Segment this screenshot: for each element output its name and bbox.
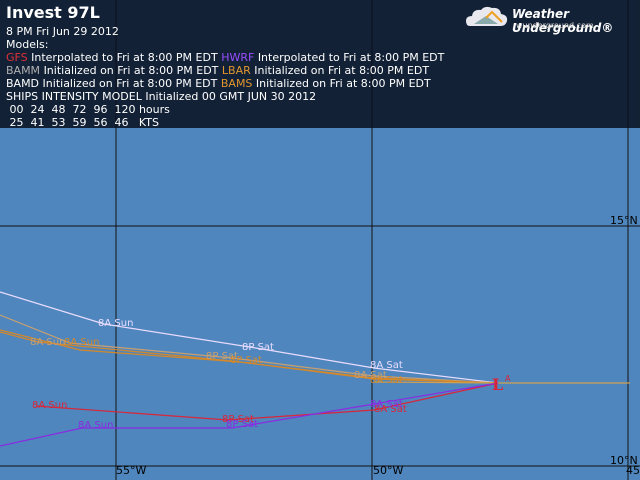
model-row-gfs-hwrf: GFS Interpolated to Fri at 8:00 PM EDT H… [6, 51, 444, 64]
model-lbar-desc: Initialized on Fri at 8:00 PM EDT [254, 64, 430, 77]
model-hwrf-desc: Interpolated to Fri at 8:00 PM EDT [257, 51, 445, 64]
hwrf-label-1: 8A Sun [78, 420, 113, 431]
logo-text: Weather Underground® [512, 7, 614, 35]
cliper-label-1: 8A Sun [98, 318, 133, 329]
model-row-bamm-lbar: BAMM Initialized on Fri at 8:00 PM EDT L… [6, 64, 429, 77]
lbar-label-1: 8A Sun [64, 337, 99, 348]
model-bamm: BAMM [6, 64, 41, 77]
model-gfs: GFS [6, 51, 28, 64]
model-bamm-desc: Initialized on Fri at 8:00 PM EDT [43, 64, 219, 77]
track-bamm [0, 314, 499, 384]
lon-label-50w: 50°W [373, 464, 404, 477]
ships-kts: 25 41 53 59 56 46 KTS [6, 116, 159, 129]
logo-subtext: wunderground.com [516, 21, 594, 30]
track-gfs [35, 382, 499, 421]
model-hwrf: HWRF [221, 51, 255, 64]
ships-hours: 00 24 48 72 96 120 hours [6, 103, 170, 116]
gfs-label-1: 8A Sun [32, 400, 67, 411]
lon-label-55w: 55°W [116, 464, 147, 477]
bamm-label-1: 8A Sun [30, 337, 65, 348]
cliper-label-3: 8A Sat [370, 360, 403, 371]
storm-letter: A [505, 374, 511, 383]
model-bamd-desc: Initialized on Fri at 8:00 PM EDT [42, 77, 218, 90]
bamm-label-3: 8A Sat [354, 370, 387, 381]
cliper-label-2: 8P Sat [242, 342, 274, 353]
ships-title: SHIPS INTENSITY MODEL Initialized 00 GMT… [6, 90, 317, 103]
logo-cloud-icon [466, 6, 508, 26]
track-cliper [0, 291, 499, 384]
bamm-label-2: 8P Sat [206, 351, 238, 362]
storm-title: Invest 97L [6, 3, 100, 22]
hwrf-label-2: 8P Sat [226, 419, 258, 430]
gfs-label-2: 8P Sat [222, 414, 254, 425]
model-lbar: LBAR [221, 64, 251, 77]
storm-low-icon[interactable]: L [492, 375, 503, 394]
info-header: Invest 97L 8 PM Fri Jun 29 2012 Models: … [0, 0, 640, 129]
model-row-bamd-bams: BAMD Initialized on Fri at 8:00 PM EDT B… [6, 77, 431, 90]
model-gfs-desc: Interpolated to Fri at 8:00 PM EDT [31, 51, 218, 64]
lbar-label-2: 8P Sat [230, 355, 262, 366]
hwrf-label-3: 8A Sat [370, 399, 403, 410]
models-label: Models: [6, 38, 49, 51]
model-bams: BAMS [220, 77, 253, 90]
model-bams-desc: Initialized on Fri at 8:00 PM EDT [255, 77, 431, 90]
lat-label-15n: 15°N [610, 214, 638, 227]
model-bamd: BAMD [6, 77, 40, 90]
lbar-label-3: 8A Sat [370, 375, 403, 386]
track-bamd [0, 329, 499, 384]
lon-label-45w: 45 [626, 464, 640, 477]
issue-datetime: 8 PM Fri Jun 29 2012 [6, 25, 119, 38]
gfs-label-3: 8A Sat [374, 404, 407, 415]
weather-underground-logo[interactable]: Weather Underground® wunderground.com [464, 4, 634, 35]
lat-label-10n: 10°N [610, 454, 638, 467]
track-hwrf [0, 382, 499, 447]
